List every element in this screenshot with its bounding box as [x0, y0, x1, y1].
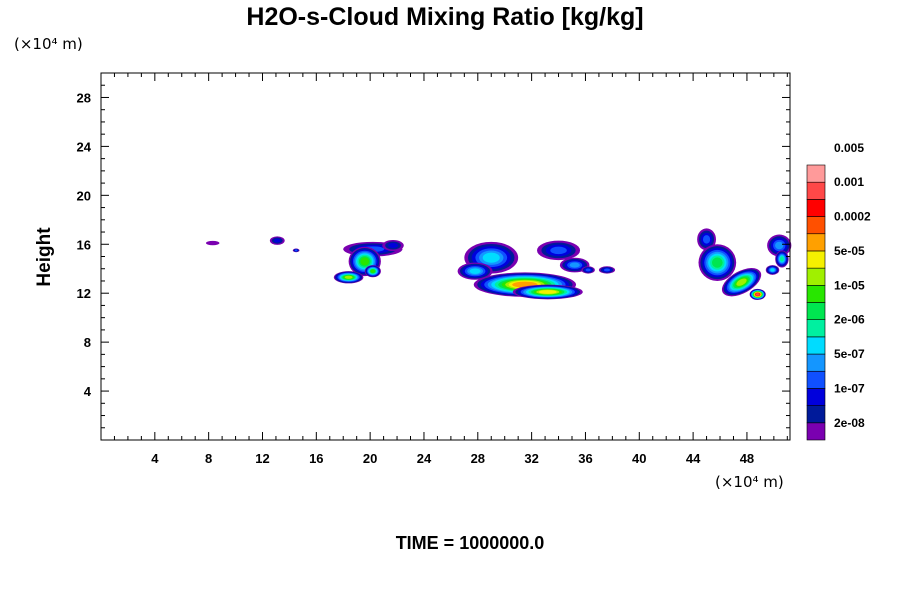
colorbar-swatch — [806, 181, 826, 200]
x-axis: 4 8 12 16 20 24 28 32 36 40 44 48 — [113, 73, 788, 466]
colorbar-label: 2e-08 — [834, 416, 865, 430]
cloud-5-level-2 — [388, 242, 398, 248]
cloud-1 — [205, 240, 220, 246]
cloud-1-level-0 — [205, 240, 220, 246]
colorbar-label: 0.005 — [834, 141, 864, 155]
cloud-22-level-5 — [770, 268, 775, 272]
x-tick-label: 32 — [524, 451, 538, 466]
x-tick-label: 44 — [686, 451, 701, 466]
x-tick-label: 20 — [363, 451, 377, 466]
colorbar-swatch — [806, 285, 826, 303]
y-tick-label: 28 — [77, 90, 91, 105]
cloud-18 — [698, 244, 737, 281]
x-tick-label: 8 — [205, 451, 212, 466]
cloud-field — [205, 228, 792, 300]
colorbar-swatch — [806, 353, 826, 372]
y-axis: 4 8 12 16 20 24 28 — [77, 84, 790, 429]
colorbar: 2e-08 1e-07 5e-07 2e-06 1e-05 5e-05 0.0002 0.00… — [806, 141, 871, 441]
colorbar-swatch — [806, 336, 826, 355]
y-tick-label: 12 — [77, 286, 91, 301]
plot-border — [100, 72, 791, 441]
y-tick-label: 20 — [77, 188, 91, 203]
cloud-7 — [333, 271, 364, 284]
cloud-12-level-10 — [538, 290, 557, 294]
y-axis-label: Height — [34, 227, 55, 287]
chart-title: H2O-s-Cloud Mixing Ratio [kg/kg] — [246, 3, 643, 31]
x-tick-label: 48 — [740, 451, 754, 466]
x-tick-label: 24 — [417, 451, 432, 466]
colorbar-swatch — [806, 422, 826, 441]
cloud-3 — [292, 248, 300, 253]
colorbar-swatch — [806, 164, 826, 183]
cloud-17 — [697, 228, 716, 251]
cloud-10-level-5 — [469, 268, 481, 274]
colorbar-label: 2e-06 — [834, 313, 865, 327]
colorbar-label: 1e-05 — [834, 278, 865, 292]
colorbar-label: 0.001 — [834, 175, 864, 189]
y-tick-label: 4 — [84, 384, 92, 399]
colorbar-label: 5e-05 — [834, 244, 865, 258]
cloud-2-level-2 — [273, 238, 281, 243]
cloud-2 — [269, 236, 285, 245]
colorbar-swatch — [806, 319, 826, 338]
x-tick-label: 12 — [255, 451, 269, 466]
colorbar-swatch — [806, 267, 826, 286]
colorbar-swatch — [806, 233, 826, 252]
colorbar-swatch — [806, 216, 826, 235]
colorbar-swatch — [806, 199, 826, 217]
cloud-7-level-9 — [344, 275, 353, 279]
cloud-15 — [581, 266, 595, 274]
y-axis-unit: (×10⁴ m) — [14, 35, 83, 53]
cloud-20 — [749, 288, 766, 300]
colorbar-label: 5e-07 — [834, 347, 865, 361]
cloud-3-level-3 — [294, 249, 298, 252]
colorbar-swatch — [806, 405, 826, 424]
cloud-21 — [767, 234, 792, 257]
plot-frame — [100, 72, 791, 441]
cloud-5 — [382, 239, 404, 251]
cloud-22 — [765, 265, 780, 275]
cloud-10 — [457, 262, 493, 280]
cloud-15-level-3 — [585, 268, 591, 272]
x-tick-label: 36 — [578, 451, 592, 466]
cloud-19-level-9 — [736, 278, 747, 286]
x-tick-label: 4 — [151, 451, 159, 466]
cloud-9-level-5 — [482, 252, 500, 263]
cloud-16-level-3 — [603, 268, 611, 272]
cloud-23-level-6 — [779, 256, 784, 262]
cloud-12 — [512, 284, 583, 300]
colorbar-swatch — [806, 302, 826, 320]
cloud-23 — [775, 250, 789, 268]
time-label: TIME = 1000000.0 — [396, 533, 545, 553]
cloud-6-level-8 — [360, 257, 370, 266]
cloud-8 — [364, 265, 381, 278]
cloud-8-level-8 — [370, 269, 376, 273]
cloud-14-level-4 — [569, 262, 580, 268]
cloud-17-level-3 — [702, 235, 711, 244]
cloud-18-level-7 — [712, 257, 723, 268]
x-tick-label: 28 — [471, 451, 485, 466]
cloud-21-level-4 — [775, 241, 784, 250]
colorbar-label: 1e-07 — [834, 381, 865, 395]
y-tick-label: 24 — [77, 139, 92, 154]
x-tick-label: 40 — [632, 451, 646, 466]
cloud-16 — [598, 266, 616, 274]
colorbar-label: 0.0002 — [834, 210, 871, 224]
cloud-13-level-3 — [550, 246, 567, 255]
x-tick-label: 16 — [309, 451, 323, 466]
cloud-13 — [537, 240, 581, 261]
colorbar-swatch — [806, 370, 826, 389]
cloud-20-level-14 — [755, 293, 760, 296]
y-tick-label: 8 — [84, 335, 91, 350]
cloud-19 — [721, 268, 762, 297]
colorbar-swatch — [806, 388, 826, 406]
colorbar-swatch — [806, 250, 826, 269]
y-tick-label: 16 — [77, 237, 91, 252]
x-axis-unit: (×10⁴ m) — [715, 473, 784, 491]
